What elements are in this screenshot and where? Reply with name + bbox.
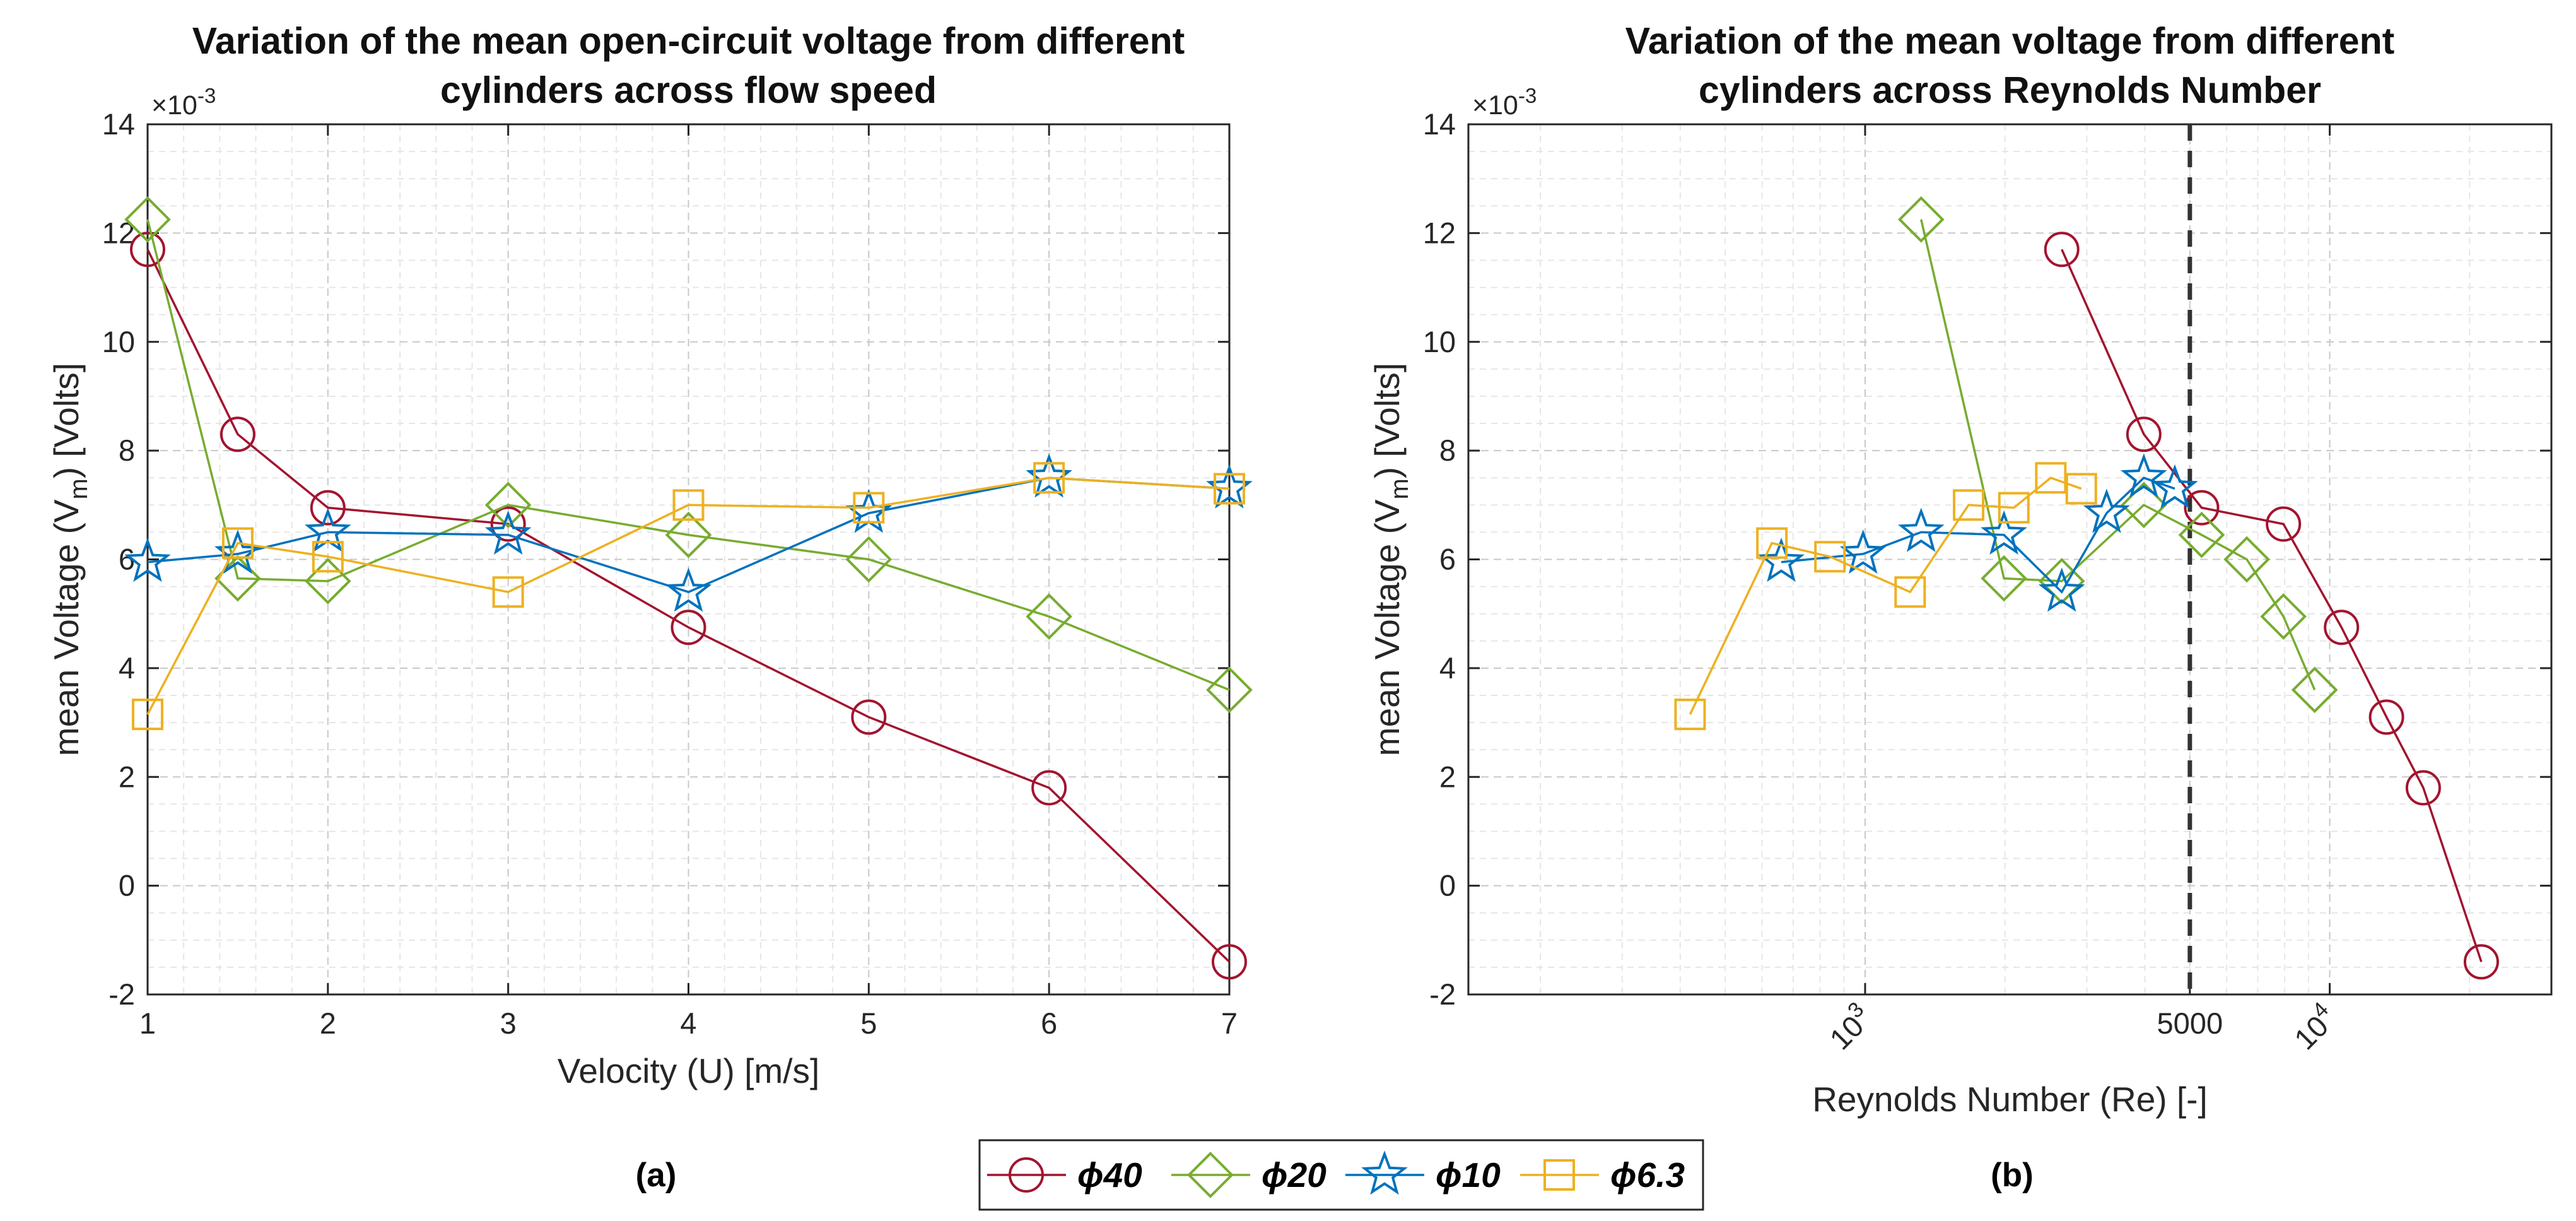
chart-b: -2 0 2 4 6 8 10 12 14 103 5000 104 ×10-3 Variation of… bbox=[1367, 20, 2551, 1194]
x-tick-label: 104 bbox=[2285, 998, 2343, 1056]
legend-label-d20: ϕ20 bbox=[1262, 1155, 1326, 1194]
y-tick-label: 10 bbox=[1423, 325, 1456, 358]
y-tick-label: 2 bbox=[1439, 760, 1456, 793]
x-tick-label: 5000 bbox=[2157, 1006, 2223, 1040]
y-multiplier-label: ×10-3 bbox=[151, 84, 216, 121]
y-tick-label: 12 bbox=[102, 216, 135, 249]
plot-area bbox=[1468, 124, 2551, 994]
legend-label-d40: ϕ40 bbox=[1077, 1155, 1142, 1194]
y-tick-label: -2 bbox=[1429, 977, 1456, 1011]
y-multiplier-label: ×10-3 bbox=[1472, 84, 1537, 121]
y-tick-label: 12 bbox=[1423, 216, 1456, 249]
panel-sublabel: (b) bbox=[1991, 1157, 2034, 1194]
chart-a: -2024681012141 2 3 4 5 6 7×10-3Variation of th… bbox=[47, 20, 1251, 1194]
y-tick-label: 0 bbox=[1439, 869, 1456, 902]
y-tick-label: 2 bbox=[119, 760, 135, 793]
y-tick-label: 4 bbox=[119, 651, 135, 685]
x-tick-label: 3 bbox=[500, 1006, 517, 1040]
y-tick-label: 14 bbox=[1423, 107, 1456, 141]
x-tick-label: 103 bbox=[1820, 998, 1878, 1056]
y-axis-label: mean Voltage (Vm) [Volts] bbox=[47, 363, 93, 756]
legend: ϕ40 ϕ20 ϕ10 ϕ6.3 bbox=[980, 1140, 1703, 1210]
legend-label-d63: ϕ6.3 bbox=[1610, 1155, 1685, 1194]
chart-title-line: Variation of the mean voltage from diffe… bbox=[1625, 20, 2395, 62]
chart-title-line: Variation of the mean open-circuit volta… bbox=[192, 20, 1185, 62]
x-tick-label: 2 bbox=[320, 1006, 336, 1040]
chart-title-line: cylinders across Reynolds Number bbox=[1699, 69, 2321, 111]
panel-sublabel: (a) bbox=[636, 1157, 677, 1194]
y-tick-label: 10 bbox=[102, 325, 135, 358]
y-tick-label: 8 bbox=[119, 434, 135, 467]
x-tick-label: 7 bbox=[1221, 1006, 1238, 1040]
x-tick-label: 6 bbox=[1041, 1006, 1057, 1040]
x-axis-label: Reynolds Number (Re) [-] bbox=[1812, 1080, 2208, 1119]
y-tick-label: 14 bbox=[102, 107, 135, 141]
y-tick-label: 0 bbox=[119, 869, 135, 902]
y-tick-label: 4 bbox=[1439, 651, 1456, 685]
x-tick-label: 5 bbox=[860, 1006, 877, 1040]
y-tick-label: 8 bbox=[1439, 434, 1456, 467]
x-tick-label: 1 bbox=[139, 1006, 156, 1040]
legend-label-d10: ϕ10 bbox=[1436, 1155, 1501, 1194]
y-tick-label: -2 bbox=[108, 977, 135, 1011]
y-tick-label: 6 bbox=[1439, 543, 1456, 576]
x-axis-label: Velocity (U) [m/s] bbox=[558, 1051, 820, 1090]
figure-canvas: -2024681012141 2 3 4 5 6 7×10-3Variation of th… bbox=[0, 0, 2576, 1221]
y-axis-label: mean Voltage (Vm) [Volts] bbox=[1367, 363, 1414, 756]
x-tick-label: 4 bbox=[680, 1006, 696, 1040]
chart-title-line: cylinders across flow speed bbox=[440, 69, 937, 111]
